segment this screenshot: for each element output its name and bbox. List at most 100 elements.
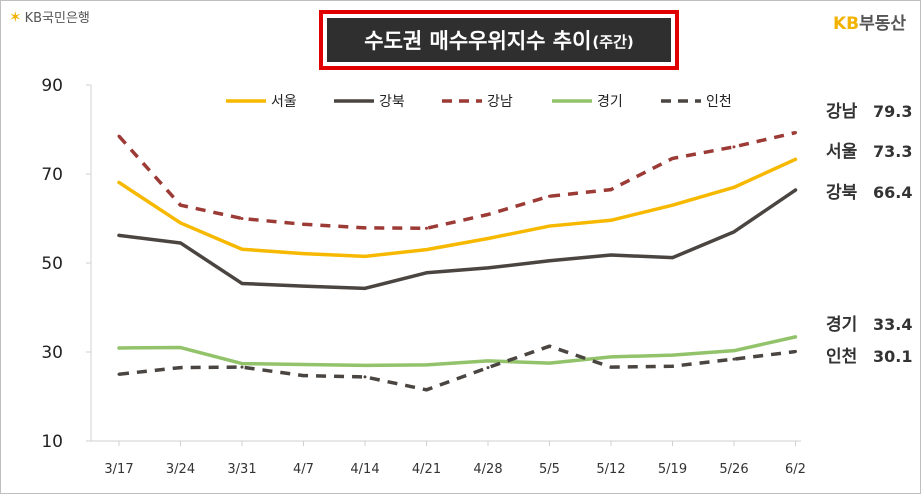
end-label-value: 73.3 — [873, 142, 912, 161]
data-point-강남 — [240, 217, 244, 220]
data-point-인천 — [425, 388, 428, 392]
data-point-인천 — [117, 372, 121, 376]
data-point-강북 — [117, 233, 121, 237]
x-tick-label: 5/5 — [539, 462, 560, 477]
end-label-name: 강북 — [826, 183, 858, 203]
end-label-value: 79.3 — [873, 102, 912, 121]
data-point-강남 — [671, 156, 674, 160]
data-point-강북 — [548, 259, 551, 263]
data-point-인천 — [609, 365, 613, 369]
series-line-인천 — [118, 344, 796, 392]
data-point-경기 — [486, 359, 490, 363]
data-point-강북 — [732, 230, 736, 234]
end-label-value: 66.4 — [873, 183, 912, 202]
kb-estate-logo-text: 부동산 — [859, 14, 906, 34]
series-line-강북 — [117, 188, 798, 291]
legend-label: 인천 — [706, 94, 732, 110]
kb-bank-logo: ✶ KB국민은행 — [9, 7, 90, 27]
data-point-경기 — [609, 355, 613, 359]
data-point-강남 — [732, 145, 736, 149]
data-point-강남 — [363, 226, 367, 230]
data-point-강남 — [486, 212, 490, 216]
data-point-강남 — [609, 188, 613, 192]
legend-label: 경기 — [597, 94, 623, 110]
data-point-강북 — [609, 253, 613, 257]
data-point-서울 — [671, 203, 674, 207]
kb-bank-logo-text: KB국민은행 — [24, 11, 90, 26]
data-point-경기 — [732, 349, 736, 353]
data-point-인천 — [363, 375, 367, 379]
data-point-서울 — [732, 185, 736, 189]
chart-title: 수도권 매수우위지수 추이 (주간) — [327, 18, 671, 62]
end-label-name: 강남 — [826, 102, 858, 122]
data-point-경기 — [179, 346, 182, 350]
data-point-인천 — [732, 357, 736, 361]
end-label-name: 경기 — [826, 315, 857, 335]
data-point-강북 — [363, 286, 367, 290]
data-point-서울 — [425, 248, 428, 252]
data-point-인천 — [302, 374, 305, 378]
data-point-경기 — [425, 363, 428, 367]
kb-estate-logo: KB부동산 — [833, 9, 906, 34]
data-point-강남 — [117, 134, 121, 138]
kb-star-icon: ✶ — [9, 7, 22, 26]
data-point-강남 — [794, 131, 797, 135]
legend-label: 강남 — [487, 94, 513, 110]
x-tick-label: 5/26 — [719, 462, 748, 477]
data-point-서울 — [794, 157, 797, 161]
y-tick-label: 10 — [41, 432, 63, 452]
x-tick-label: 4/21 — [412, 462, 441, 477]
data-point-경기 — [302, 362, 305, 366]
series-line-강남 — [117, 130, 796, 231]
data-point-강북 — [179, 241, 182, 245]
data-point-인천 — [179, 366, 182, 370]
data-point-강남 — [548, 194, 551, 198]
data-point-서울 — [486, 237, 490, 241]
x-tick-label: 3/17 — [104, 462, 133, 477]
x-tick-label: 3/31 — [227, 462, 256, 477]
data-point-강남 — [425, 226, 428, 230]
data-point-서울 — [179, 221, 182, 225]
data-point-경기 — [117, 346, 121, 350]
chart-title-main: 수도권 매수우위지수 추이 — [364, 29, 592, 53]
data-point-경기 — [548, 361, 551, 365]
data-point-강북 — [671, 256, 674, 260]
data-point-서울 — [302, 252, 305, 256]
y-tick-label: 70 — [41, 165, 63, 185]
legend-label: 서울 — [271, 94, 297, 110]
y-tick-label: 30 — [41, 343, 63, 363]
data-point-서울 — [117, 180, 121, 184]
data-point-서울 — [240, 247, 244, 251]
data-point-강남 — [302, 222, 305, 226]
y-tick-label: 50 — [41, 254, 63, 274]
series-line-경기 — [117, 335, 798, 368]
series-line-서울 — [117, 157, 798, 259]
x-tick-label: 4/14 — [350, 462, 379, 477]
legend-label: 강북 — [379, 94, 405, 110]
data-point-경기 — [240, 362, 244, 366]
x-tick-label: 4/7 — [293, 462, 314, 477]
x-tick-label: 4/28 — [473, 462, 502, 477]
data-point-인천 — [486, 366, 490, 370]
data-point-강남 — [179, 203, 182, 207]
data-point-인천 — [240, 365, 244, 369]
x-tick-label: 3/24 — [166, 462, 195, 477]
data-point-경기 — [671, 353, 674, 357]
data-point-강북 — [302, 284, 305, 288]
end-label-name: 서울 — [826, 142, 858, 162]
end-label-value: 30.1 — [873, 347, 912, 366]
data-point-인천 — [671, 364, 674, 368]
chart-title-box: 수도권 매수우위지수 추이 (주간) — [319, 10, 679, 70]
data-point-강북 — [486, 266, 490, 270]
data-point-서울 — [363, 254, 367, 258]
data-point-서울 — [548, 224, 551, 228]
chart-title-sub: (주간) — [592, 33, 634, 51]
end-label-value: 33.4 — [873, 315, 912, 334]
data-point-강북 — [794, 188, 797, 192]
end-label-name: 인천 — [826, 347, 857, 367]
x-tick-label: 6/2 — [785, 462, 806, 477]
data-point-인천 — [548, 344, 551, 348]
data-point-인천 — [794, 350, 797, 354]
